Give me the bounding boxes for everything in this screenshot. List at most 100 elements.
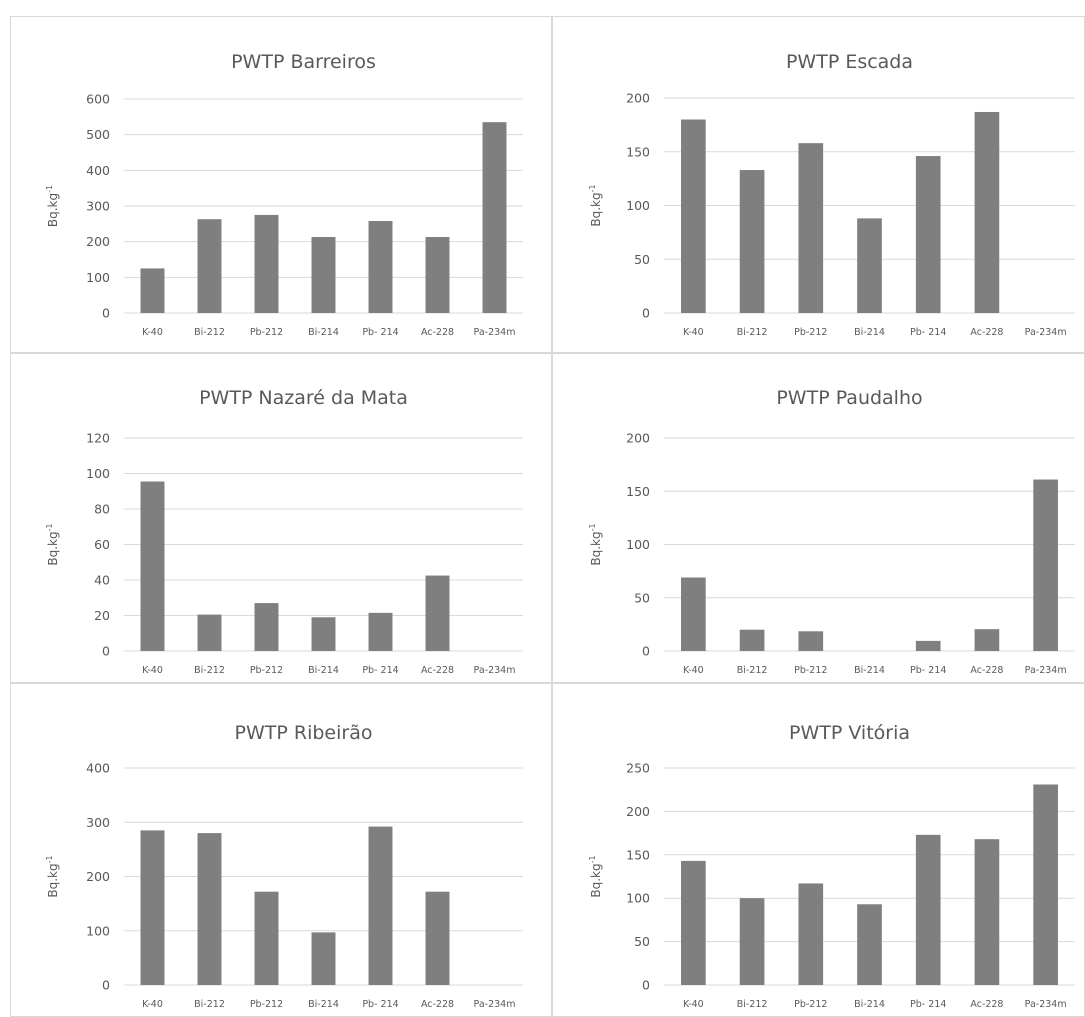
y-tick-label: 40: [94, 573, 110, 588]
bar: [311, 617, 336, 651]
chart-title: PWTP Escada: [786, 51, 913, 73]
x-tick-label: Bi-214: [854, 665, 885, 676]
bar: [368, 826, 393, 985]
y-axis-label-base: Bq.kg: [46, 531, 60, 565]
chart-panel: PWTP Escada Bq.kg-1 0 50 100 150 200 K-40 Bi-212…: [552, 16, 1085, 353]
chart-panel: PWTP Nazaré da Mata Bq.kg-1 0 20 40 60 80 100 12…: [10, 353, 552, 683]
x-tick-label: Ac-228: [970, 327, 1003, 338]
x-tick-label: K-40: [142, 665, 163, 676]
y-tick-label: 600: [86, 92, 110, 107]
x-tick-label: K-40: [683, 665, 704, 676]
chart-panel: PWTP Ribeirão Bq.kg-1 0 100 200 300 400 K-40 Bi-…: [10, 683, 552, 1017]
chart-svg: PWTP Escada Bq.kg-1 0 50 100 150 200 K-40 Bi-212…: [588, 51, 1075, 338]
y-axis-label-base: Bq.kg: [589, 863, 603, 897]
bar: [254, 891, 279, 985]
y-axis-label: Bq.kg-1: [588, 855, 603, 897]
y-tick-label: 60: [94, 537, 110, 552]
bar: [798, 883, 824, 985]
y-tick-label: 300: [86, 199, 110, 214]
x-tick-label: Pa-234m: [474, 665, 516, 676]
chart-svg: PWTP Nazaré da Mata Bq.kg-1 0 20 40 60 80 100 12…: [45, 387, 523, 676]
bar: [1033, 784, 1058, 985]
y-tick-label: 400: [86, 163, 110, 178]
chart-panel: PWTP Barreiros Bq.kg-1 0 100 200 300 400 500 600…: [10, 16, 552, 353]
y-tick-label: 0: [102, 306, 110, 321]
x-tick-label: K-40: [142, 327, 163, 338]
x-tick-label: Bi-214: [308, 327, 339, 338]
y-tick-label: 100: [86, 466, 110, 481]
bar: [857, 218, 882, 313]
y-axis-label: Bq.kg-1: [588, 184, 603, 226]
x-tick-label: Pb- 214: [362, 999, 398, 1010]
bar: [140, 481, 165, 651]
bar: [197, 614, 222, 651]
y-tick-label: 200: [626, 804, 650, 819]
bar: [681, 577, 706, 651]
y-tick-label: 200: [86, 234, 110, 249]
x-tick-label: Pb-212: [794, 327, 827, 338]
y-axis-label-sup: -1: [588, 523, 597, 531]
x-tick-label: K-40: [683, 999, 704, 1010]
bar: [425, 237, 450, 313]
bar: [197, 833, 222, 985]
bar: [915, 640, 941, 651]
y-axis-label-sup: -1: [45, 523, 54, 531]
x-tick-label: Pa-234m: [1025, 327, 1067, 338]
bar: [915, 834, 941, 985]
y-tick-label: 100: [86, 270, 110, 285]
bar: [1033, 479, 1058, 651]
bar: [974, 629, 1000, 651]
y-tick-label: 20: [94, 608, 110, 623]
y-tick-label: 100: [626, 891, 650, 906]
chart-title: PWTP Paudalho: [776, 387, 922, 409]
y-axis-label-base: Bq.kg: [46, 193, 60, 227]
x-tick-label: Bi-214: [308, 665, 339, 676]
x-tick-label: Bi-212: [737, 999, 768, 1010]
bar: [798, 143, 824, 313]
x-tick-label: Pa-234m: [474, 327, 516, 338]
y-tick-label: 100: [86, 923, 110, 938]
x-tick-label: Ac-228: [421, 327, 454, 338]
x-tick-label: Bi-214: [854, 327, 885, 338]
y-tick-label: 200: [86, 869, 110, 884]
x-tick-label: Bi-212: [194, 665, 225, 676]
y-tick-label: 50: [634, 252, 650, 267]
chart-svg: PWTP Vitória Bq.kg-1 0 50 100 150 200 250 K-40 Bi…: [588, 722, 1075, 1010]
bar: [425, 891, 450, 985]
x-tick-label: Bi-212: [194, 999, 225, 1010]
bar: [368, 220, 393, 313]
y-tick-label: 100: [626, 537, 650, 552]
y-tick-label: 50: [634, 590, 650, 605]
x-tick-label: Pa-234m: [1025, 999, 1067, 1010]
x-tick-label: Ac-228: [421, 665, 454, 676]
bar: [311, 932, 336, 985]
bar: [368, 612, 393, 651]
x-tick-label: K-40: [683, 327, 704, 338]
y-tick-label: 0: [102, 978, 110, 993]
x-tick-label: Pb-212: [794, 999, 827, 1010]
x-tick-label: Pb- 214: [362, 665, 398, 676]
bar: [254, 603, 279, 651]
x-tick-label: Pb-212: [250, 327, 283, 338]
y-tick-label: 300: [86, 815, 110, 830]
chart-svg: PWTP Paudalho Bq.kg-1 0 50 100 150 200 K-40 Bi-2…: [588, 387, 1075, 676]
bar: [681, 860, 706, 985]
y-tick-label: 200: [626, 431, 650, 446]
y-tick-label: 200: [626, 91, 650, 106]
x-tick-label: Pb- 214: [910, 665, 946, 676]
bar: [974, 839, 1000, 985]
y-axis-label-sup: -1: [45, 855, 54, 863]
x-tick-label: Pb-212: [250, 665, 283, 676]
chart-svg: PWTP Ribeirão Bq.kg-1 0 100 200 300 400 K-40 Bi-…: [45, 722, 523, 1010]
y-axis-label-sup: -1: [45, 185, 54, 193]
y-tick-label: 150: [626, 144, 650, 159]
y-axis-label: Bq.kg-1: [45, 855, 60, 897]
bar: [739, 629, 765, 651]
y-axis-label-base: Bq.kg: [589, 531, 603, 565]
bar: [915, 156, 941, 313]
x-tick-label: Bi-212: [737, 665, 768, 676]
y-axis-label-sup: -1: [588, 855, 597, 863]
chart-panel: PWTP Paudalho Bq.kg-1 0 50 100 150 200 K-40 Bi-2…: [552, 353, 1085, 683]
x-tick-label: Bi-212: [737, 327, 768, 338]
bar: [974, 111, 1000, 313]
